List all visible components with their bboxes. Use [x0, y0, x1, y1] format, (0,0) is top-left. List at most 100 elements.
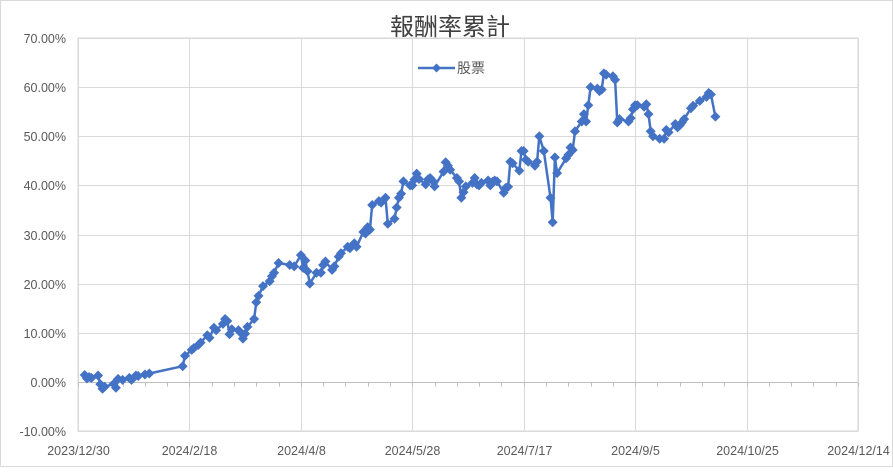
y-tick-label: 0.00%: [31, 376, 66, 390]
x-tick-label: 2024/2/18: [162, 444, 218, 458]
data-point-marker: [514, 165, 525, 176]
data-point-marker: [460, 181, 471, 192]
data-point-marker: [211, 325, 222, 336]
legend[interactable]: 股票: [418, 60, 485, 76]
data-point-marker: [585, 82, 596, 93]
data-point-marker: [454, 176, 465, 187]
data-point-marker: [289, 261, 300, 272]
data-point-marker: [705, 89, 716, 100]
data-point-marker: [567, 145, 578, 155]
chart-title: 報酬率累計: [390, 13, 510, 41]
y-tick-label: 30.00%: [24, 229, 66, 243]
x-tick-label: 2024/10/25: [716, 444, 779, 458]
data-point-marker: [304, 278, 315, 289]
data-point-marker: [710, 111, 721, 122]
data-point-marker: [398, 176, 409, 187]
data-point-marker: [367, 200, 378, 210]
data-point-marker: [302, 266, 313, 277]
data-point-marker: [258, 281, 268, 292]
data-point-marker: [445, 164, 456, 175]
x-tick-label: 2024/5/28: [385, 444, 441, 458]
data-point-marker: [269, 267, 280, 278]
data-point-marker: [688, 100, 699, 111]
data-point-marker: [570, 126, 580, 137]
y-tick-label: 60.00%: [24, 81, 66, 95]
data-point-marker: [503, 181, 514, 192]
legend-label: 股票: [457, 60, 485, 76]
gridlines: [77, 37, 859, 432]
data-point-marker: [538, 146, 549, 156]
data-point-marker: [320, 256, 331, 267]
y-tick-label: 70.00%: [24, 32, 66, 46]
data-point-marker: [632, 100, 643, 111]
x-tick-label: 2024/9/5: [611, 444, 660, 458]
data-point-marker: [545, 192, 556, 203]
data-point-marker: [300, 255, 311, 266]
legend-diamond-marker: [432, 63, 441, 73]
x-tick-label: 2024/12/14: [827, 444, 890, 458]
data-point-marker: [273, 258, 284, 268]
y-tick-label: -10.00%: [19, 425, 66, 439]
data-point-marker: [694, 95, 705, 106]
data-point-marker: [578, 109, 589, 120]
series-layer: [79, 68, 721, 394]
data-point-marker: [534, 131, 545, 142]
data-point-marker: [581, 116, 592, 127]
data-point-marker: [547, 217, 558, 228]
data-point-marker: [144, 368, 155, 379]
data-point-marker: [177, 361, 188, 372]
data-point-marker: [253, 290, 264, 301]
data-point-marker: [679, 114, 690, 125]
y-tick-label: 20.00%: [24, 278, 66, 292]
x-tick-label: 2024/4/8: [277, 444, 326, 458]
data-point-marker: [596, 84, 607, 95]
data-point-marker: [226, 324, 237, 335]
data-point-marker: [351, 241, 362, 252]
data-point-marker: [396, 188, 407, 199]
data-point-marker: [364, 224, 375, 235]
data-point-marker: [380, 192, 391, 203]
data-point-marker: [329, 261, 340, 272]
data-point-marker: [659, 133, 670, 144]
data-point-marker: [518, 146, 529, 156]
data-point-marker: [601, 69, 612, 80]
data-point-marker: [552, 168, 563, 179]
x-tick-label: 2023/12/30: [47, 444, 110, 458]
data-point-marker: [93, 370, 104, 381]
data-point-marker: [204, 332, 215, 343]
data-point-marker: [492, 176, 502, 187]
x-tick-label: 2024/7/17: [497, 444, 553, 458]
data-point-marker: [641, 99, 652, 110]
y-tick-label: 10.00%: [24, 327, 66, 341]
y-tick-label: 40.00%: [24, 179, 66, 193]
data-point-marker: [249, 314, 260, 324]
data-point-marker: [643, 109, 654, 120]
data-point-marker: [222, 316, 233, 326]
axes: -10.00% 0.00% 10.00% 20.00% 30.00% 40.00% 50.0…: [19, 32, 889, 458]
data-point-marker: [382, 218, 393, 229]
data-point-marker: [429, 181, 440, 192]
data-point-marker: [99, 381, 110, 392]
data-point-marker: [110, 382, 121, 393]
data-point-marker: [242, 321, 253, 332]
data-point-marker: [614, 114, 625, 125]
data-point-marker: [549, 152, 560, 163]
data-point-marker: [133, 371, 144, 381]
data-point-marker: [523, 156, 534, 167]
data-point-marker: [414, 174, 424, 184]
data-point-marker: [315, 267, 326, 278]
data-point-marker: [507, 158, 518, 169]
data-point-marker: [610, 74, 621, 85]
data-point-marker: [195, 337, 206, 348]
data-point-marker: [389, 213, 400, 224]
data-point-marker: [625, 113, 636, 124]
data-point-marker: [180, 350, 190, 361]
y-tick-label: 50.00%: [24, 130, 66, 144]
data-point-marker: [391, 202, 402, 213]
data-point-marker: [532, 156, 543, 167]
data-point-marker: [663, 127, 674, 138]
data-point-marker: [583, 100, 594, 111]
